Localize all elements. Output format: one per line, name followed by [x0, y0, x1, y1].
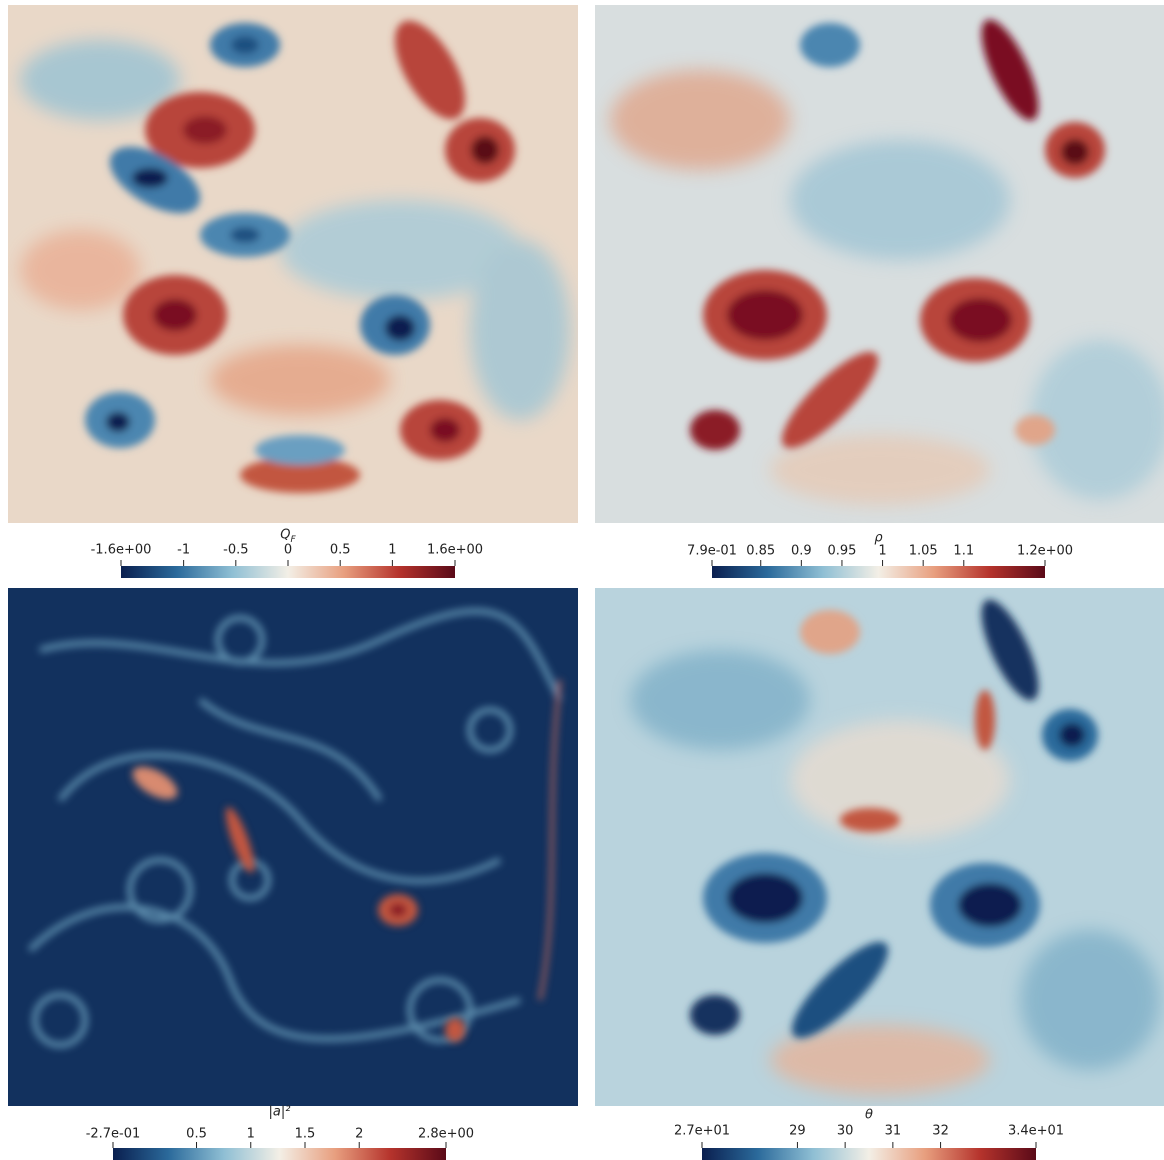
field-a2 — [8, 588, 578, 1106]
tick-label: 0 — [284, 543, 292, 558]
tick-label: 3.4e+01 — [1008, 1124, 1064, 1139]
tick-label: 30 — [837, 1124, 854, 1139]
field-rho — [595, 5, 1164, 523]
tick-label: 1.1 — [953, 544, 974, 559]
tick-label: 1 — [247, 1127, 255, 1142]
colorbar-title: |a|² — [269, 1105, 291, 1120]
tick-label: -1 — [177, 543, 190, 558]
tick-label: 1 — [878, 544, 886, 559]
tick-label: -1.6e+00 — [91, 543, 152, 558]
colorbar — [712, 566, 1045, 578]
field-qf — [8, 5, 578, 523]
colorbar — [121, 566, 455, 578]
tick-label: 0.5 — [330, 543, 351, 558]
tick-label: 7.9e-01 — [687, 544, 737, 559]
field-theta — [595, 588, 1164, 1106]
colorbar — [702, 1148, 1036, 1160]
tick-label: 1.6e+00 — [427, 543, 483, 558]
tick-label: 2.7e+01 — [674, 1124, 730, 1139]
tick-label: 31 — [885, 1124, 902, 1139]
tick-label: 32 — [932, 1124, 949, 1139]
tick-label: -0.5 — [223, 543, 248, 558]
tick-label: 1 — [388, 543, 396, 558]
tick-label: 0.95 — [827, 544, 856, 559]
colorbar-title: θ — [865, 1108, 873, 1123]
figure: QF-1.6e+00-1-0.500.511.6e+00ρ7.9e-010.85… — [0, 0, 1164, 1160]
tick-label: 1.5 — [295, 1127, 316, 1142]
tick-label: 0.5 — [186, 1127, 207, 1142]
tick-label: -2.7e-01 — [86, 1127, 141, 1142]
tick-label: 0.85 — [746, 544, 775, 559]
tick-label: 2 — [355, 1127, 363, 1142]
colorbar — [113, 1148, 446, 1160]
tick-label: 2.8e+00 — [418, 1127, 474, 1142]
tick-label: 1.05 — [909, 544, 938, 559]
tick-label: 1.2e+00 — [1017, 544, 1073, 559]
tick-label: 29 — [789, 1124, 806, 1139]
tick-label: 0.9 — [791, 544, 812, 559]
